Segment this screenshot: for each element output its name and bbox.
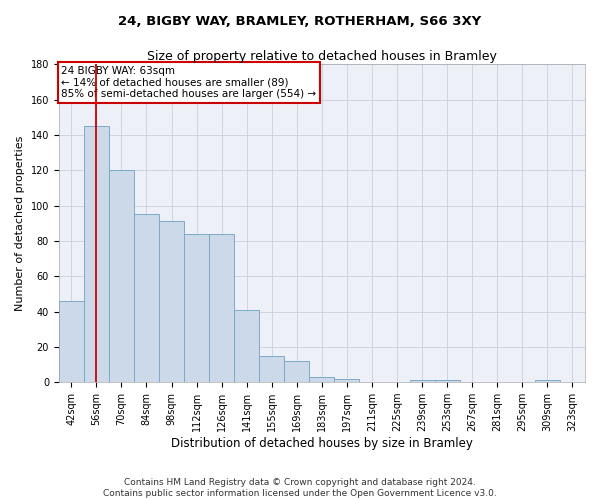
Bar [84, 126, 109, 382]
Bar [410, 380, 434, 382]
Bar [59, 301, 84, 382]
Bar [334, 378, 359, 382]
Bar [209, 234, 234, 382]
Text: Contains HM Land Registry data © Crown copyright and database right 2024.
Contai: Contains HM Land Registry data © Crown c… [103, 478, 497, 498]
Bar [310, 377, 334, 382]
Bar [184, 234, 209, 382]
Bar [234, 310, 259, 382]
Y-axis label: Number of detached properties: Number of detached properties [15, 136, 25, 311]
Bar [434, 380, 460, 382]
Text: 24 BIGBY WAY: 63sqm
← 14% of detached houses are smaller (89)
85% of semi-detach: 24 BIGBY WAY: 63sqm ← 14% of detached ho… [61, 66, 317, 99]
Bar [535, 380, 560, 382]
X-axis label: Distribution of detached houses by size in Bramley: Distribution of detached houses by size … [171, 437, 473, 450]
Text: 24, BIGBY WAY, BRAMLEY, ROTHERHAM, S66 3XY: 24, BIGBY WAY, BRAMLEY, ROTHERHAM, S66 3… [118, 15, 482, 28]
Title: Size of property relative to detached houses in Bramley: Size of property relative to detached ho… [147, 50, 497, 63]
Bar [284, 361, 310, 382]
Bar [259, 356, 284, 382]
Bar [134, 214, 159, 382]
Bar [159, 222, 184, 382]
Bar [109, 170, 134, 382]
